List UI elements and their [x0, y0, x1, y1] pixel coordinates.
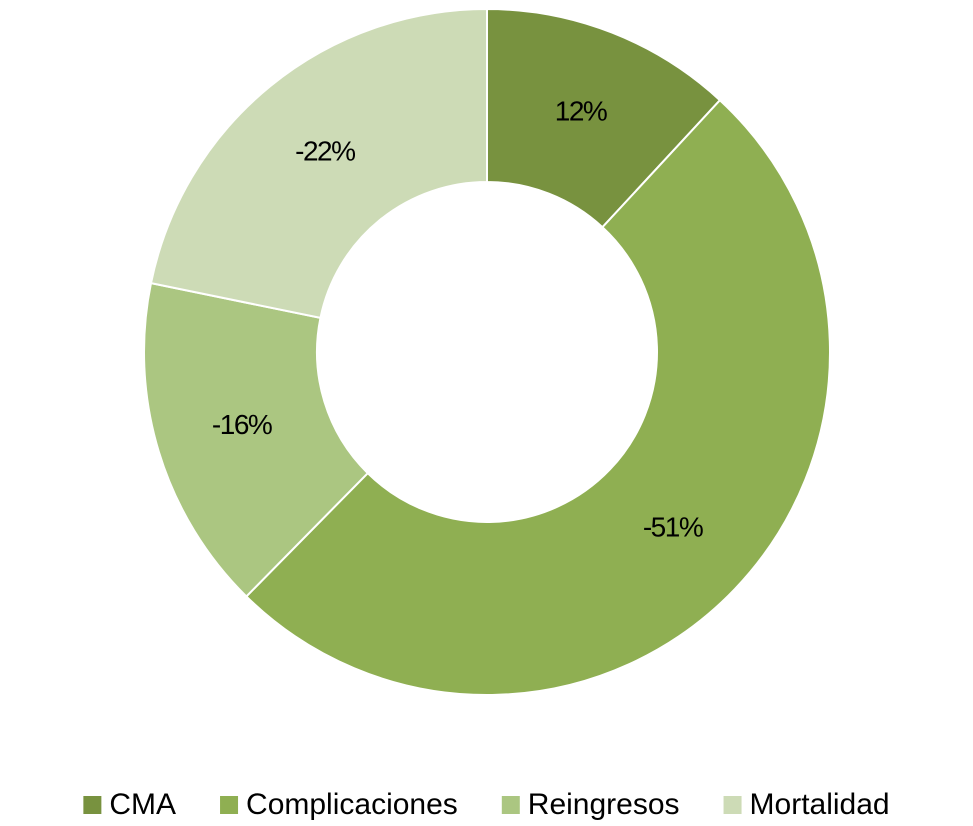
legend-label: Reingresos	[528, 788, 680, 821]
legend-label: CMA	[109, 788, 176, 821]
legend-swatch	[501, 796, 520, 814]
legend-label: Complicaciones	[246, 788, 458, 821]
value-label: -51%	[643, 511, 703, 542]
legend-swatch	[83, 796, 102, 814]
donut-slice	[244, 98, 831, 696]
value-label: -16%	[212, 409, 272, 440]
value-label: -22%	[295, 136, 355, 167]
donut-slice	[486, 7, 722, 229]
legend-swatch	[220, 796, 239, 814]
legend-swatch	[723, 796, 742, 814]
donut-slice	[143, 281, 370, 598]
value-label: 12%	[555, 96, 607, 127]
donut-slice	[149, 7, 488, 320]
legend-label: Mortalidad	[750, 788, 890, 821]
